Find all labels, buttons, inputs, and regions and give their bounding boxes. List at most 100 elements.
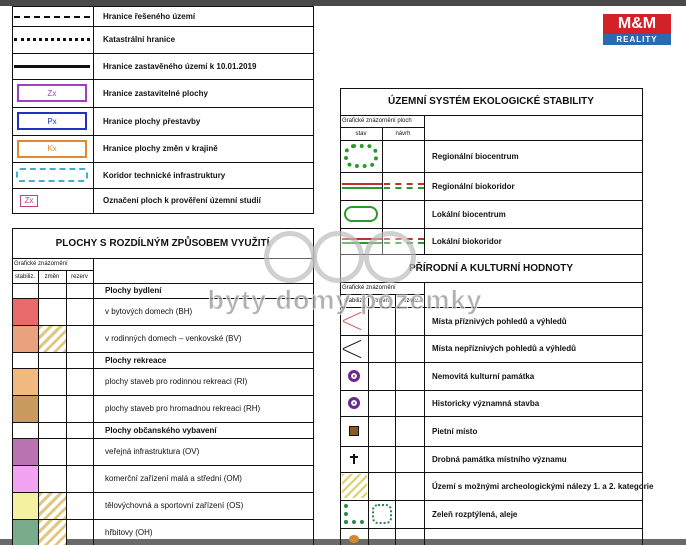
table-cell <box>38 395 67 423</box>
color-swatch <box>13 493 38 519</box>
symbol-code: Zx <box>20 194 38 207</box>
table-cell <box>66 422 94 439</box>
section-title: PŘÍRODNÍ A KULTURNÍ HODNOTY <box>408 262 574 274</box>
legend-label: Pietní místo <box>432 426 478 436</box>
table-cell <box>66 438 94 466</box>
table-cell <box>395 416 425 447</box>
legend-label: v bytových domech (BH) <box>105 307 193 316</box>
legend-label: v rodinných domech – venkovské (BV) <box>105 334 242 343</box>
symbol-corridor <box>342 183 382 189</box>
bottom-bar <box>0 539 686 545</box>
table-cell <box>38 352 67 369</box>
symbol-monument <box>348 397 360 409</box>
column-header: stabiliz. <box>14 273 35 280</box>
legend-label: hřbitovy (OH) <box>105 528 153 537</box>
table-cell <box>395 446 425 473</box>
table-cell <box>66 395 94 423</box>
table-cell <box>424 528 643 545</box>
symbol-greenery <box>344 504 364 524</box>
table-cell <box>66 492 94 520</box>
symbol-biocentre <box>344 206 378 222</box>
table-cell <box>66 298 94 326</box>
symbol-partial <box>349 535 359 543</box>
legend-label: Katastrální hranice <box>103 35 176 44</box>
legend-label: Hranice řešeného území <box>103 11 196 21</box>
column-header: rezerv <box>401 297 418 304</box>
legend-label: plochy staveb pro rodinnou rekreaci (RI) <box>105 377 248 386</box>
watermark-icon <box>364 231 416 283</box>
legend-label: Drobná památka místního významu <box>432 454 567 464</box>
table-cell <box>38 422 67 439</box>
graphic-header: Grafické znázornění <box>342 285 396 291</box>
row-heading: Plochy rekreace <box>105 355 167 365</box>
table-cell <box>424 115 643 141</box>
table-cell <box>93 188 314 214</box>
top-bar <box>0 0 686 6</box>
color-swatch <box>39 493 66 519</box>
symbol-line <box>14 16 90 18</box>
table-cell <box>382 200 425 229</box>
symbol-corridor <box>384 183 424 189</box>
symbol-biocentre <box>344 144 378 168</box>
table-cell <box>395 335 425 363</box>
table-cell <box>395 500 425 529</box>
legend-label: Místa příznivých pohledů a výhledů <box>432 316 567 326</box>
watermark-icon <box>312 231 364 283</box>
symbol-corridor <box>342 238 382 244</box>
table-cell <box>38 283 67 299</box>
color-swatch <box>39 520 66 545</box>
color-swatch <box>13 326 38 352</box>
color-swatch <box>13 439 38 465</box>
column-header: stabiliz. <box>343 297 364 304</box>
legend-label: Hranice plochy změn v krajině <box>103 144 218 153</box>
section-title: ÚZEMNÍ SYSTÉM EKOLOGICKÉ STABILITY <box>388 96 594 107</box>
logo-brand: M&M <box>603 14 671 34</box>
legend-label: Místa nepříznivých pohledů a výhledů <box>432 344 577 353</box>
table-cell <box>12 422 39 439</box>
table-cell <box>368 362 396 391</box>
table-cell <box>66 325 94 353</box>
legend-label: Regionální biokoridor <box>432 181 515 191</box>
table-cell <box>368 446 396 473</box>
color-swatch <box>13 466 38 492</box>
legend-label: Území s možnými archeologickými nálezy 1… <box>432 481 654 491</box>
color-swatch <box>13 369 38 395</box>
color-swatch <box>13 520 38 545</box>
symbol-monument <box>348 370 360 382</box>
column-header: změn <box>44 273 60 280</box>
table-cell <box>395 472 425 501</box>
symbol-archaeology <box>342 474 367 498</box>
table-cell <box>38 438 67 466</box>
table-cell <box>38 368 67 396</box>
table-cell <box>93 519 314 545</box>
table-cell <box>12 283 39 299</box>
section-title: PLOCHY S ROZDÍLNÝM ZPŮSOBEM VYUŽITÍ <box>55 237 270 249</box>
legend-label: Koridor technické infrastruktury <box>103 170 226 180</box>
table-cell <box>395 390 425 417</box>
table-cell <box>66 283 94 299</box>
column-header: změn <box>374 297 389 304</box>
symbol-corridor <box>16 168 88 182</box>
legend-label: tělovýchovná a sportovní zařízení (OS) <box>105 501 244 510</box>
table-cell <box>368 335 396 363</box>
legend-label: veřejná infrastruktura (OV) <box>105 447 200 456</box>
column-header: návrh <box>395 130 411 137</box>
legend-label: Lokální biokoridor <box>432 236 502 246</box>
legend-label: Označení ploch k prověření územní studií <box>103 196 261 205</box>
table-cell <box>66 519 94 545</box>
graphic-header: Grafické znázornění ploch <box>342 118 412 124</box>
legend-label: Historicky významná stavba <box>432 398 540 408</box>
legend-label: Hranice plochy přestavby <box>103 116 201 126</box>
row-heading: Plochy bydlení <box>105 286 162 295</box>
color-swatch <box>13 299 38 325</box>
color-swatch <box>13 396 38 422</box>
symbol-cross <box>350 456 358 458</box>
table-cell <box>38 298 67 326</box>
table-cell <box>66 352 94 369</box>
legend-label: plochy staveb pro hromadnou rekreaci (RH… <box>105 404 261 413</box>
column-header: stav <box>355 130 367 137</box>
legend-label: Hranice zastavěného území k 10.01.2019 <box>103 61 257 71</box>
legend-label: Lokální biocentrum <box>432 209 506 219</box>
table-cell <box>395 528 425 545</box>
